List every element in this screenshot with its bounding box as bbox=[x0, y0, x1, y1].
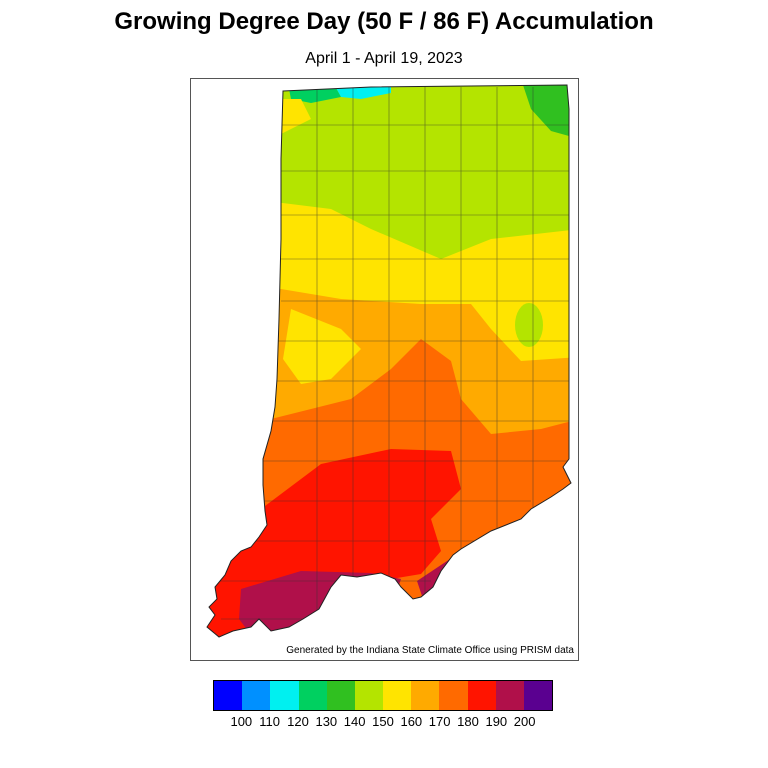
color-legend bbox=[213, 680, 553, 712]
legend-color-bar bbox=[213, 680, 553, 711]
legend-label: 200 bbox=[513, 714, 536, 729]
data-credit: Generated by the Indiana State Climate O… bbox=[286, 645, 574, 656]
legend-swatch bbox=[326, 681, 355, 710]
legend-swatch bbox=[242, 681, 271, 710]
legend-swatch bbox=[439, 681, 468, 710]
legend-label: 180 bbox=[457, 714, 479, 729]
legend-label: 160 bbox=[400, 714, 423, 729]
band-210-spot bbox=[430, 592, 436, 598]
legend-label: 100 bbox=[230, 714, 253, 729]
legend-swatch bbox=[383, 681, 412, 710]
band-160-tongue bbox=[283, 309, 361, 384]
indiana-gdd-map bbox=[206, 84, 572, 638]
band-140 bbox=[521, 85, 571, 139]
legend-swatch bbox=[467, 681, 496, 710]
county-lines bbox=[211, 87, 569, 620]
legend-label: 140 bbox=[343, 714, 366, 729]
legend-labels: 100 110 120 130 140 150 160 170 180 190 200 bbox=[0, 714, 768, 734]
legend-swatch bbox=[354, 681, 384, 710]
map-title: Growing Degree Day (50 F / 86 F) Accumul… bbox=[114, 8, 654, 35]
band-190 bbox=[207, 449, 461, 637]
legend-label: 150 bbox=[372, 714, 394, 729]
legend-swatch bbox=[495, 681, 524, 710]
legend-swatch bbox=[214, 681, 243, 710]
legend-label: 120 bbox=[287, 714, 309, 729]
legend-label: 190 bbox=[485, 714, 508, 729]
legend-swatch bbox=[411, 681, 440, 710]
legend-label: 110 bbox=[259, 714, 281, 729]
band-120 bbox=[331, 85, 391, 99]
map-subtitle: April 1 - April 19, 2023 bbox=[305, 50, 463, 67]
legend-swatch bbox=[298, 681, 327, 710]
legend-swatch bbox=[523, 681, 553, 710]
band-150-island bbox=[515, 303, 543, 347]
state-outline bbox=[206, 84, 572, 638]
map-frame: Generated by the Indiana State Climate O… bbox=[190, 78, 579, 661]
legend-label: 130 bbox=[315, 714, 338, 729]
legend-label: 170 bbox=[428, 714, 451, 729]
band-130 bbox=[287, 85, 341, 103]
legend-swatch bbox=[270, 681, 299, 710]
